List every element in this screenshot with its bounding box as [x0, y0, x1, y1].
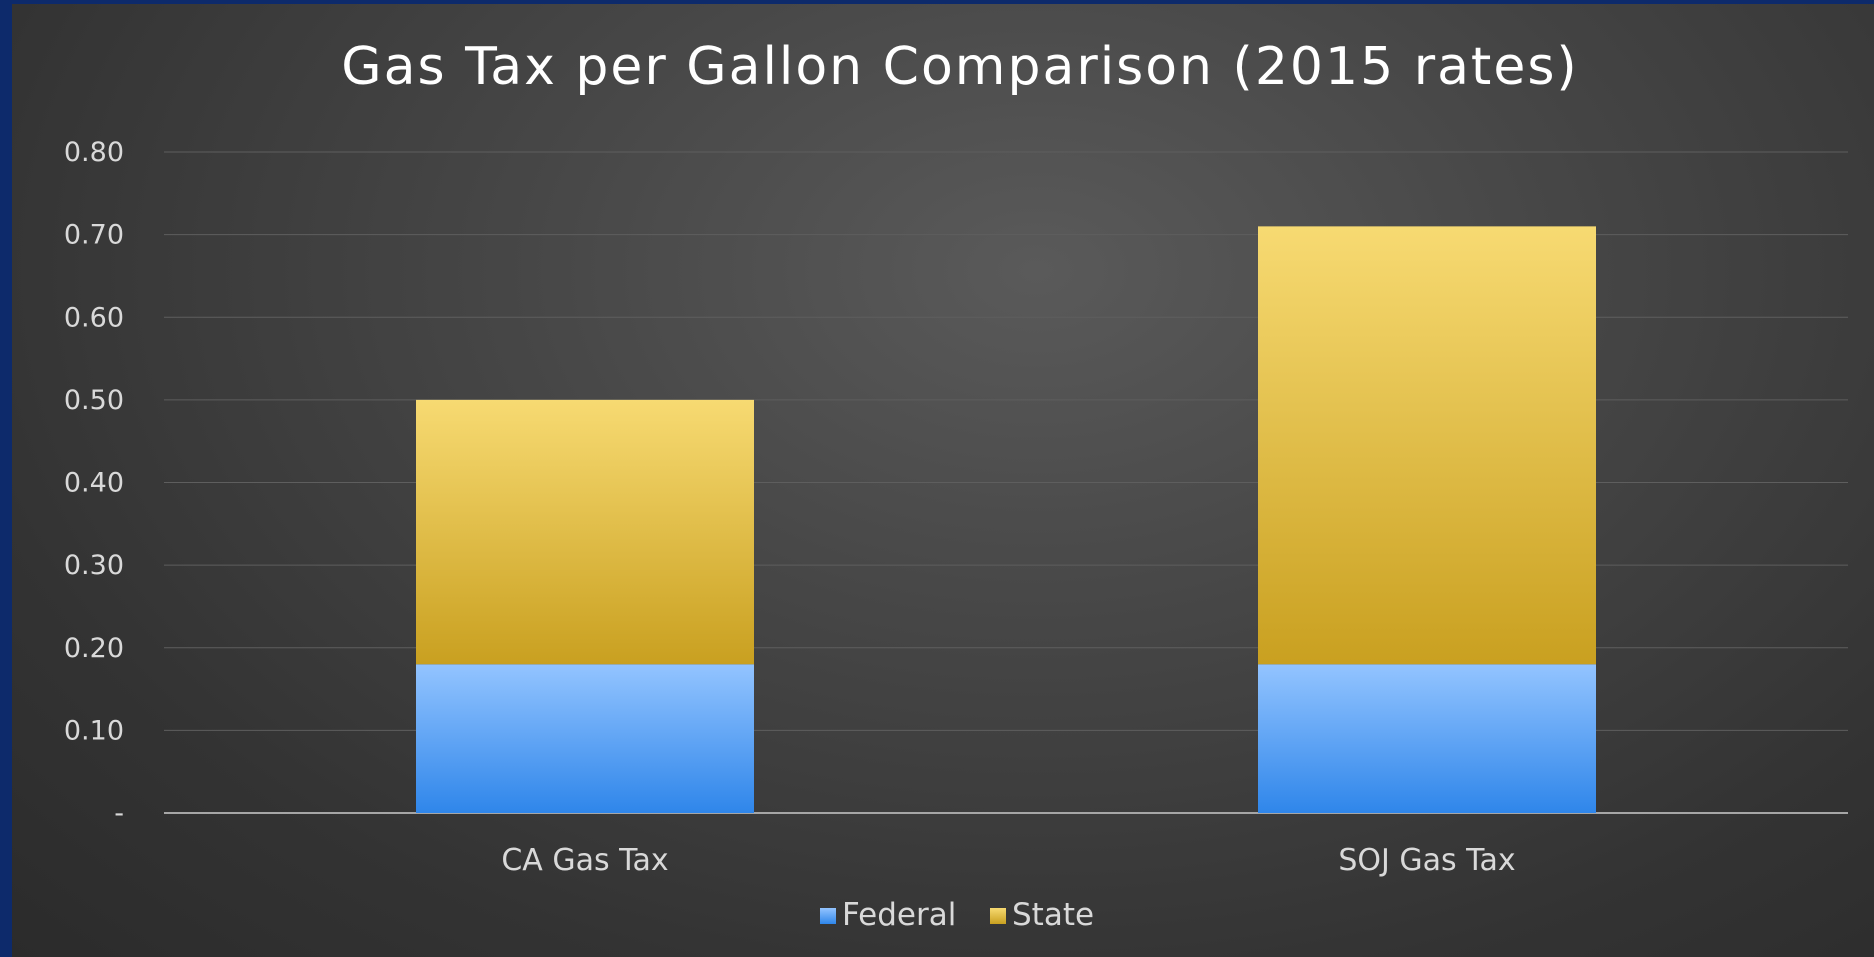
bar-federal-2: [1258, 664, 1596, 813]
x-category-label: SOJ Gas Tax: [1338, 843, 1515, 878]
stacked-bar-chart: Gas Tax per Gallon Comparison (2015 rate…: [64, 37, 1848, 933]
legend: Federal State: [820, 897, 1094, 933]
y-axis-ticks: - 0.10 0.20 0.30 0.40 0.50 0.60 0.70 0.80: [64, 137, 124, 829]
y-tick-label: 0.10: [64, 715, 124, 746]
x-axis-categories: CA Gas Tax SOJ Gas Tax: [501, 843, 1515, 878]
x-category-label: CA Gas Tax: [501, 843, 668, 878]
y-tick-label: 0.20: [64, 633, 124, 664]
y-tick-label: 0.80: [64, 137, 124, 168]
y-tick-label: 0.50: [64, 385, 124, 416]
bar-state-1: [416, 399, 754, 665]
y-tick-label: 0.40: [64, 468, 124, 499]
chart-frame: Gas Tax per Gallon Comparison (2015 rate…: [12, 4, 1874, 957]
bars: [416, 226, 1596, 813]
y-tick-label: -: [114, 798, 124, 829]
y-tick-label: 0.60: [64, 302, 124, 333]
chart-title: Gas Tax per Gallon Comparison (2015 rate…: [341, 37, 1578, 97]
legend-label-state: State: [1012, 897, 1094, 933]
legend-swatch-federal: [820, 908, 836, 924]
y-tick-label: 0.30: [64, 550, 124, 581]
legend-label-federal: Federal: [842, 897, 956, 933]
legend-swatch-state: [990, 908, 1006, 924]
bar-state-2: [1258, 226, 1596, 665]
y-tick-label: 0.70: [64, 220, 124, 251]
bar-federal-1: [416, 664, 754, 813]
